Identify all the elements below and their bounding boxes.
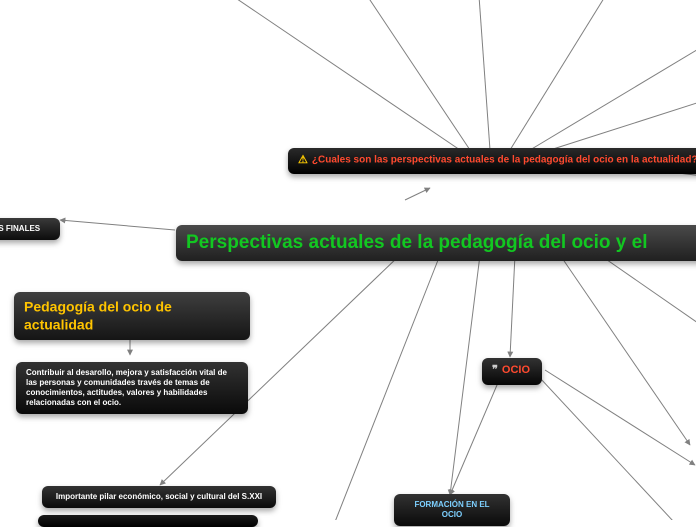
palabras-label: PALABRAS FINALES [0,224,40,233]
warning-icon: ⚠ [298,154,308,168]
palabras-finales-node[interactable]: PALABRAS FINALES [0,218,60,240]
title-node[interactable]: Perspectivas actuales de la pedagogía de… [176,225,696,261]
ocio-node[interactable]: ❞ OCIO [482,358,542,385]
pilar-label: Importante pilar económico, social y cul… [56,492,262,501]
title-label: Perspectivas actuales de la pedagogía de… [186,232,647,253]
extra-node[interactable] [38,515,258,527]
contribuir-label: Contribuir al desarollo, mejora y satisf… [26,368,227,407]
pedagogia-node[interactable]: Pedagogía del ocio de actualidad [14,292,250,340]
question-node[interactable]: ⚠ ¿Cuales son las perspectivas actuales d… [288,148,696,174]
formacion-label: FORMACIÓN EN EL OCIO [414,500,489,519]
contribuir-node[interactable]: Contribuir al desarollo, mejora y satisf… [16,362,248,414]
formacion-node[interactable]: FORMACIÓN EN EL OCIO [394,494,510,526]
ocio-label: OCIO [502,364,530,376]
question-label: ¿Cuales son las perspectivas actuales de… [312,155,696,166]
pilar-node[interactable]: Importante pilar económico, social y cul… [42,486,276,508]
pedagogia-label: Pedagogía del ocio de actualidad [24,299,172,333]
quote-icon: ❞ [492,364,498,378]
